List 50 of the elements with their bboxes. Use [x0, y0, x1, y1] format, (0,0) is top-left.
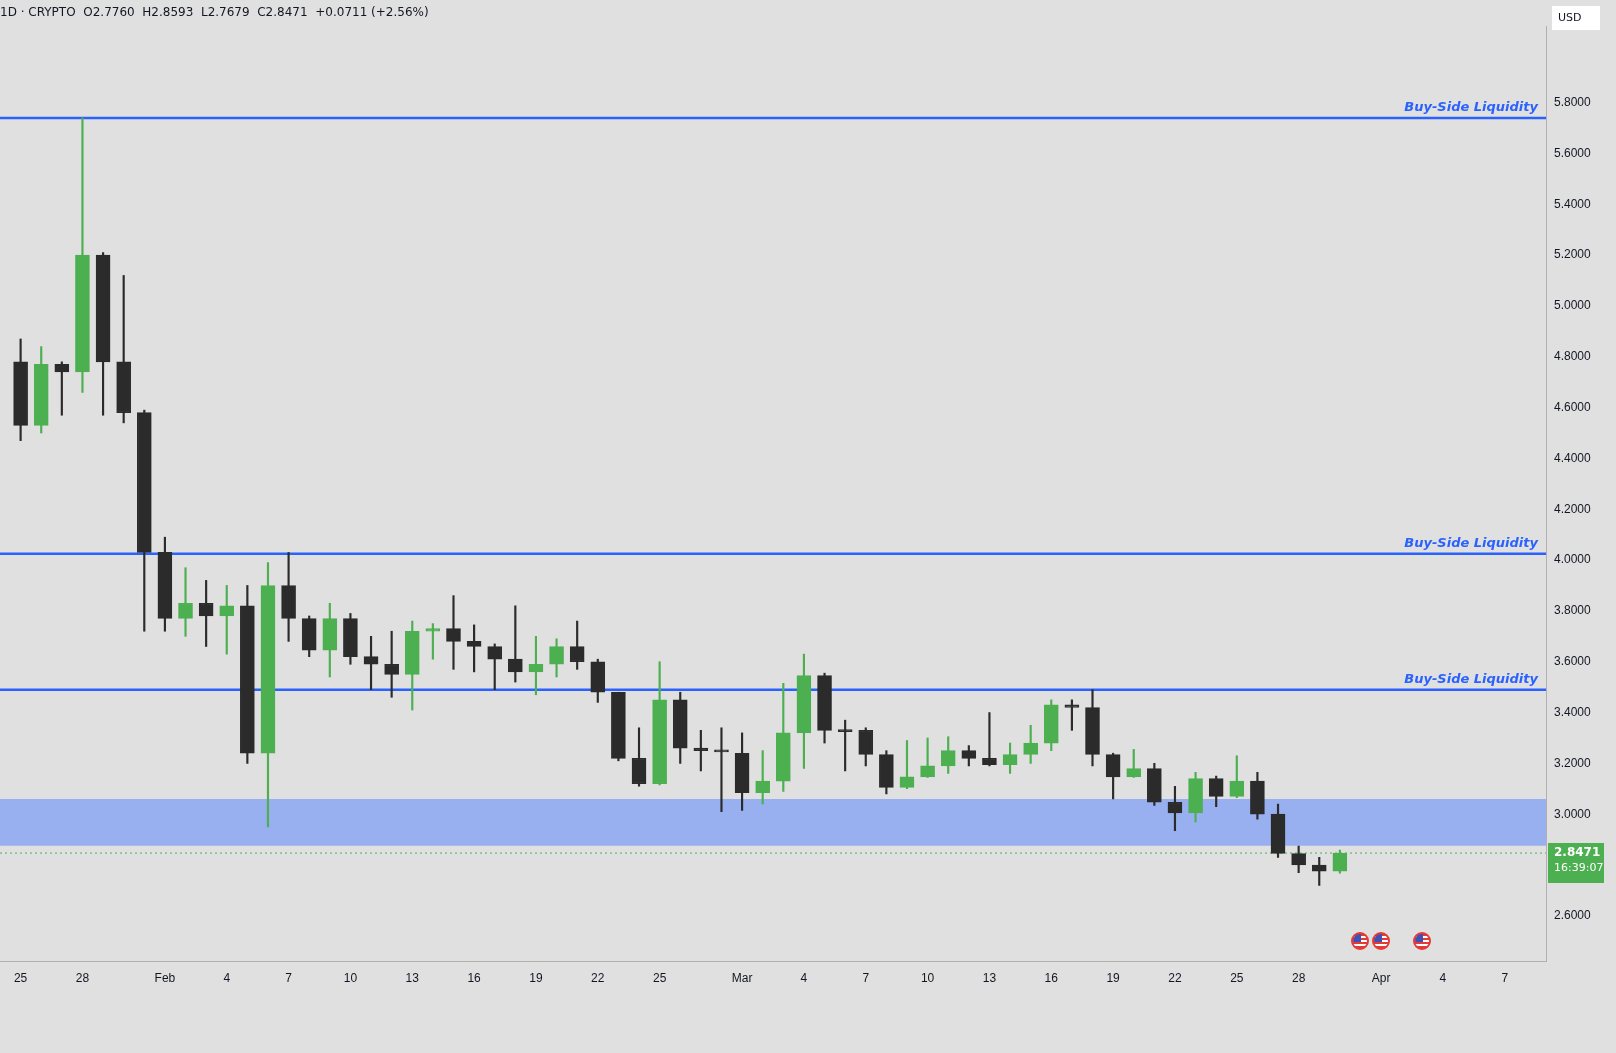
- y-tick-label: 5.4000: [1554, 196, 1592, 211]
- ref-line-label: Buy-Side Liquidity: [1404, 670, 1539, 686]
- y-tick-label: 5.8000: [1554, 94, 1592, 109]
- y-tick-label: 5.6000: [1554, 145, 1592, 160]
- y-tick-label: 4.4000: [1554, 450, 1592, 465]
- x-tick-label: 7: [1501, 971, 1509, 986]
- ref-line-label: Buy-Side Liquidity: [1404, 98, 1539, 114]
- x-tick-label: 7: [862, 971, 870, 986]
- x-tick-label: 16: [467, 971, 482, 986]
- x-tick-label: 22: [591, 971, 605, 986]
- y-tick-label: 3.6000: [1554, 654, 1592, 669]
- text: 16:39:07: [1554, 860, 1604, 874]
- y-tick-label: 2.6000: [1554, 908, 1592, 923]
- candlestick: [446, 595, 461, 670]
- y-tick-label: 3.8000: [1554, 603, 1592, 618]
- x-tick-label: 28: [1291, 971, 1306, 986]
- x-tick-label: 4: [800, 971, 808, 986]
- ref-line-label: 2.8471: [1554, 845, 1601, 860]
- y-tick-label: 3.0000: [1554, 806, 1592, 821]
- x-tick-label: 4: [223, 971, 231, 986]
- x-tick-label: 7: [285, 971, 293, 986]
- y-tick-label: 5.2000: [1554, 247, 1592, 262]
- chart-title: 1D · CRYPTO O2.7760 H2.8593 L2.7679 C2.8471 +0.0711 (+2.56%): [0, 5, 429, 20]
- x-tick-label: 25: [1230, 971, 1244, 986]
- y-tick-label: 4.8000: [1554, 349, 1592, 364]
- x-tick-label: Apr: [1371, 971, 1391, 986]
- x-tick-label: 25: [13, 971, 28, 986]
- y-tick-label: 3.2000: [1554, 755, 1592, 770]
- x-tick-label: Mar: [731, 971, 753, 986]
- y-tick-label: 5.0000: [1554, 298, 1592, 313]
- y-tick-label: 3.4000: [1554, 704, 1592, 719]
- x-tick-label: 10: [343, 971, 358, 986]
- x-tick-label: 13: [982, 971, 997, 986]
- x-tick-label: 22: [1168, 971, 1182, 986]
- x-tick-label: 19: [529, 971, 543, 986]
- text: USD: [1558, 10, 1582, 24]
- y-tick-label: 4.0000: [1554, 552, 1592, 567]
- x-tick-label: 4: [1439, 971, 1447, 986]
- x-tick-label: 13: [405, 971, 420, 986]
- x-tick-label: 16: [1044, 971, 1059, 986]
- y-tick-label: 4.6000: [1554, 399, 1592, 414]
- x-tick-label: 25: [652, 971, 667, 986]
- x-tick-label: 19: [1106, 971, 1121, 986]
- x-tick-label: Feb: [154, 971, 176, 986]
- candlestick: [178, 567, 193, 637]
- ref-line-label: Buy-Side Liquidity: [1404, 534, 1539, 550]
- x-tick-label: 28: [75, 971, 90, 986]
- x-tick-label: 10: [920, 971, 935, 986]
- y-tick-label: 4.2000: [1554, 501, 1592, 516]
- candlestick: [982, 712, 997, 767]
